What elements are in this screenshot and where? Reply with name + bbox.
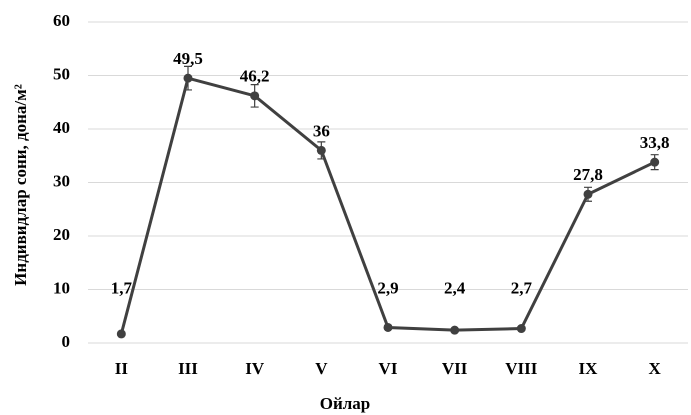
data-point: [116, 329, 126, 339]
data-point: [383, 322, 393, 332]
data-point: [250, 91, 260, 101]
x-tick-label: VI: [379, 359, 398, 378]
x-tick-label: III: [178, 359, 198, 378]
data-point: [316, 145, 326, 155]
data-label: 2,4: [444, 278, 466, 297]
data-point: [450, 325, 460, 335]
data-point: [516, 324, 526, 334]
x-tick-label: IV: [245, 359, 265, 378]
x-tick-label: X: [649, 359, 662, 378]
x-tick-label: II: [115, 359, 129, 378]
y-tick-label: 30: [53, 171, 70, 190]
data-label: 2,7: [511, 278, 533, 297]
data-point: [583, 189, 593, 199]
data-label: 1,7: [111, 278, 133, 297]
y-tick-label: 20: [53, 225, 70, 244]
data-label: 49,5: [173, 49, 203, 68]
data-point: [650, 157, 660, 167]
data-label: 46,2: [240, 67, 270, 86]
x-tick-label: V: [315, 359, 328, 378]
data-label: 2,9: [377, 278, 398, 297]
x-axis-label: Ойлар: [320, 394, 371, 413]
x-tick-label: VII: [442, 359, 468, 378]
y-tick-label: 40: [53, 118, 70, 137]
data-label: 33,8: [640, 133, 670, 152]
y-tick-label: 10: [53, 278, 70, 297]
data-point: [183, 73, 193, 83]
y-axis-label: Индивидлар сони, дона/м²: [11, 84, 30, 286]
x-tick-label: IX: [579, 359, 599, 378]
y-tick-label: 0: [62, 332, 71, 351]
x-tick-label: VIII: [505, 359, 538, 378]
y-tick-label: 60: [53, 11, 70, 30]
data-label: 27,8: [573, 165, 603, 184]
y-tick-label: 50: [53, 64, 70, 83]
data-label: 36: [313, 121, 330, 140]
